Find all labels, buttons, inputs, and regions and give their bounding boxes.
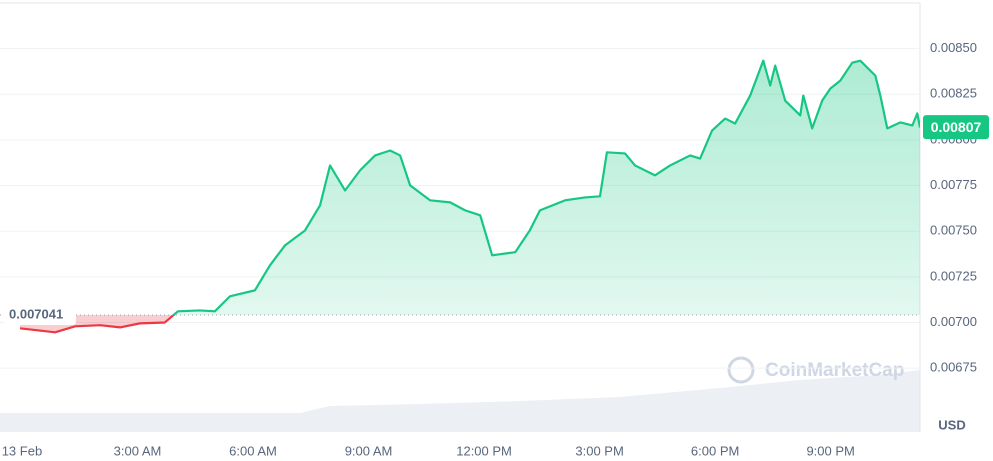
currency-label: USD bbox=[938, 417, 965, 432]
price-area bbox=[173, 60, 920, 315]
x-tick-label: 6:00 PM bbox=[691, 443, 739, 458]
price-line bbox=[171, 59, 920, 315]
y-tick-label: 0.00825 bbox=[930, 86, 977, 101]
watermark-text: CoinMarketCap bbox=[765, 360, 904, 381]
watermark: CoinMarketCap bbox=[727, 356, 904, 384]
x-tick-label: 6:00 AM bbox=[229, 443, 277, 458]
y-tick-label: 0.00675 bbox=[930, 360, 977, 375]
last-price-label: 0.00807 bbox=[931, 119, 982, 135]
last-price-badge bbox=[923, 115, 989, 140]
y-tick-label: 0.00750 bbox=[930, 223, 977, 238]
x-tick-label: 12:00 PM bbox=[456, 443, 512, 458]
x-tick-label: 3:00 PM bbox=[575, 443, 623, 458]
reference-label-bg bbox=[4, 304, 76, 325]
y-tick-label: 0.00725 bbox=[930, 268, 977, 283]
x-tick-label: 9:00 PM bbox=[806, 443, 854, 458]
x-tick-label: 9:00 AM bbox=[345, 443, 393, 458]
x-tick-label: 3:00 AM bbox=[114, 443, 162, 458]
y-tick-label: 0.00775 bbox=[930, 177, 977, 192]
volume-area bbox=[0, 370, 920, 432]
reference-label: 0.007041 bbox=[9, 306, 63, 321]
x-tick-label: 13 Feb bbox=[2, 443, 42, 458]
y-tick-label: 0.00700 bbox=[930, 314, 977, 329]
y-tick-label: 0.00850 bbox=[930, 40, 977, 55]
